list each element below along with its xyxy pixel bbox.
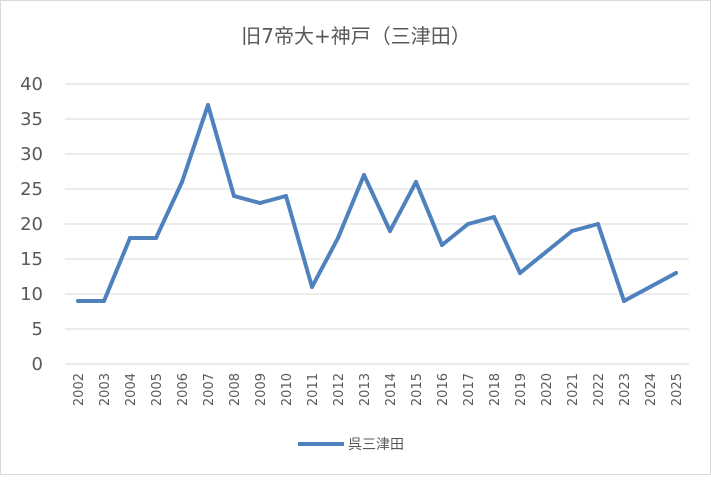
gridlines — [65, 83, 689, 365]
data-point — [258, 201, 262, 205]
data-point — [102, 299, 106, 303]
x-tick-label: 2011 — [306, 373, 321, 406]
x-tick-label: 2024 — [644, 373, 659, 406]
series-line — [76, 103, 678, 303]
x-tick-label: 2022 — [592, 373, 607, 406]
y-tick-label: 10 — [20, 284, 43, 305]
data-point — [388, 229, 392, 233]
y-tick-label: 5 — [32, 319, 43, 340]
y-axis-ticks: 0 5 10 15 20 25 30 35 40 — [20, 74, 43, 375]
x-tick-label: 2003 — [98, 373, 113, 406]
x-tick-label: 2020 — [540, 373, 555, 406]
y-tick-label: 15 — [20, 249, 43, 270]
legend: 呉三津田 — [298, 437, 404, 453]
x-tick-label: 2002 — [72, 373, 87, 406]
x-tick-label: 2017 — [462, 373, 477, 406]
y-tick-label: 20 — [20, 214, 43, 235]
data-point — [206, 103, 210, 107]
legend-label: 呉三津田 — [348, 437, 404, 453]
data-point — [466, 222, 470, 226]
x-tick-label: 2021 — [566, 373, 581, 406]
x-tick-label: 2010 — [280, 373, 295, 406]
x-tick-label: 2008 — [228, 373, 243, 406]
x-tick-label: 2006 — [176, 373, 191, 406]
x-tick-label: 2015 — [410, 373, 425, 406]
data-point — [154, 236, 158, 240]
data-point — [180, 180, 184, 184]
chart-title: 旧7帝大+神戸（三津田） — [241, 24, 470, 48]
x-tick-label: 2013 — [358, 373, 373, 406]
x-tick-label: 2018 — [488, 373, 503, 406]
data-point — [336, 236, 340, 240]
data-point — [544, 250, 548, 254]
x-tick-label: 2023 — [618, 373, 633, 406]
y-tick-label: 40 — [20, 74, 43, 95]
data-point — [596, 222, 600, 226]
series-group — [76, 103, 678, 303]
data-point — [414, 180, 418, 184]
y-tick-label: 30 — [20, 144, 43, 165]
data-point — [648, 285, 652, 289]
x-tick-label: 2004 — [124, 373, 139, 406]
data-point — [492, 215, 496, 219]
data-point — [76, 299, 80, 303]
x-tick-label: 2009 — [254, 373, 269, 406]
x-tick-label: 2005 — [150, 373, 165, 406]
x-tick-label: 2007 — [202, 373, 217, 406]
data-point — [310, 285, 314, 289]
data-point — [232, 194, 236, 198]
x-tick-label: 2014 — [384, 373, 399, 406]
x-tick-label: 2019 — [514, 373, 529, 406]
x-tick-label: 2012 — [332, 373, 347, 406]
x-axis-ticks: 2002 2003 2004 2005 2006 2007 2008 2009 2010 2011… — [72, 373, 685, 406]
data-point — [570, 229, 574, 233]
y-tick-label: 35 — [20, 109, 43, 130]
x-tick-label: 2025 — [670, 373, 685, 406]
data-point — [440, 243, 444, 247]
data-point — [362, 173, 366, 177]
data-point — [622, 299, 626, 303]
data-point — [284, 194, 288, 198]
data-point — [128, 236, 132, 240]
y-tick-label: 0 — [32, 354, 43, 375]
y-tick-label: 25 — [20, 179, 43, 200]
data-point — [674, 271, 678, 275]
data-point — [518, 271, 522, 275]
x-tick-label: 2016 — [436, 373, 451, 406]
